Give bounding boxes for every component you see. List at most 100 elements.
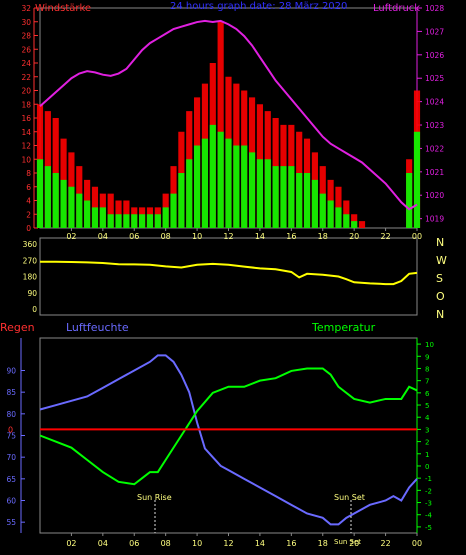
pressure-tick-label: 1019 xyxy=(425,215,444,224)
wind-tick-label: 6 xyxy=(26,183,31,192)
pressure-tick-label: 1028 xyxy=(425,4,444,13)
sunset-annotation: Sun Set xyxy=(334,493,365,502)
wind-x-tick-label: 14 xyxy=(255,232,265,241)
wind-bar-windstärke xyxy=(351,221,358,228)
wind-bar-windstärke xyxy=(343,214,350,228)
wind-x-tick-label: 10 xyxy=(192,232,202,241)
regen-label: Regen xyxy=(0,321,35,334)
wind-bar-windstärke xyxy=(233,145,240,228)
humidity-tick-label: 85 xyxy=(6,388,16,397)
humidity-tick-label: 55 xyxy=(6,518,16,527)
climate-x-tick-label: 14 xyxy=(255,539,265,548)
wind-tick-label: 32 xyxy=(21,4,31,13)
humidity-tick-label: 70 xyxy=(6,453,16,462)
temperature-label: Temperatur xyxy=(311,321,376,334)
direction-compass-label: S xyxy=(436,272,443,285)
wind-bar-windstärke xyxy=(413,131,421,228)
wind-tick-label: 30 xyxy=(21,18,31,27)
pressure-tick-label: 1025 xyxy=(425,74,444,83)
wind-bar-windstärke xyxy=(146,214,154,228)
pressure-tick-label: 1026 xyxy=(425,51,444,60)
wind-bar-windstärke xyxy=(406,173,413,228)
wind-x-tick-label: 06 xyxy=(129,232,139,241)
wind-bar-windstärke xyxy=(91,207,99,228)
temperature-tick-label: 0 xyxy=(425,463,429,471)
wind-tick-label: 0 xyxy=(26,224,31,233)
wind-bar-windstärke xyxy=(248,152,256,228)
wind-bar-windstärke xyxy=(123,214,130,228)
climate-x-tick-label: 06 xyxy=(129,539,139,548)
wind-tick-label: 28 xyxy=(21,32,31,41)
direction-tick-label: 270 xyxy=(23,256,38,265)
marks-layer xyxy=(36,19,421,526)
direction-tick-label: 90 xyxy=(27,289,37,298)
pressure-tick-label: 1022 xyxy=(425,144,444,153)
wind-bar-windstärke xyxy=(201,138,209,228)
wind-tick-label: 8 xyxy=(26,169,31,178)
temperature-tick-label: 10 xyxy=(425,341,434,349)
wind-bar-windstärke xyxy=(319,193,326,228)
wind-bar-windstärke xyxy=(256,159,263,228)
pressure-tick-label: 1027 xyxy=(425,27,444,36)
wind-tick-label: 14 xyxy=(21,128,31,137)
humidity-tick-label: 80 xyxy=(6,410,16,419)
wind-bar-windstärke xyxy=(335,207,342,228)
wind-tick-label: 18 xyxy=(21,100,31,109)
wind-x-tick-label: 16 xyxy=(286,232,296,241)
wind-tick-label: 2 xyxy=(26,210,31,219)
temperature-tick-label: -3 xyxy=(425,500,432,508)
wind-bar-windstärke xyxy=(154,214,161,228)
wind-tick-label: 10 xyxy=(21,155,31,164)
wind-bar-windstärke xyxy=(280,166,287,228)
wind-bar-windstärke xyxy=(107,214,114,228)
temperatur-line xyxy=(39,367,418,486)
direction-line xyxy=(40,260,418,286)
direction-compass-label: N xyxy=(436,236,444,249)
wind-bar-windstärke xyxy=(241,145,248,228)
temperature-tick-label: 1 xyxy=(425,451,429,459)
wind-bar-windstärke xyxy=(209,124,216,228)
climate-x-tick-label: 10 xyxy=(192,539,202,548)
ticks-layer: 0246810121416182022242628303210191020102… xyxy=(6,4,447,548)
climate-x-tick-label: 00 xyxy=(412,539,422,548)
pressure-tick-label: 1023 xyxy=(425,121,444,130)
temperature-tick-label: -5 xyxy=(425,524,432,532)
direction-tick-label: 180 xyxy=(23,273,38,282)
temperature-tick-label: -2 xyxy=(425,487,432,495)
wind-bar-windstärke xyxy=(194,145,201,228)
pressure-tick-label: 1020 xyxy=(425,191,444,200)
wind-bar-windstärke xyxy=(162,207,169,228)
wind-bar-windstärke xyxy=(225,138,232,228)
wind-bar-windstärke xyxy=(36,159,44,228)
wind-x-tick-label: 00 xyxy=(412,232,422,241)
temperature-tick-label: 3 xyxy=(425,426,429,434)
wind-tick-label: 26 xyxy=(21,45,31,54)
wind-x-tick-label: 02 xyxy=(66,232,76,241)
direction-compass-label: W xyxy=(436,254,447,267)
wind-bar-windstärke xyxy=(186,159,193,228)
humidity-tick-label: 90 xyxy=(6,367,16,376)
wind-tick-label: 16 xyxy=(21,114,31,123)
climate-x-tick-label: 22 xyxy=(380,539,390,548)
temperature-tick-label: 9 xyxy=(425,353,429,361)
regen-tick-label: 0 xyxy=(8,425,13,434)
wind-bar-windstärke xyxy=(311,179,318,228)
temperature-tick-label: 7 xyxy=(425,378,429,386)
wind-x-tick-label: 12 xyxy=(223,232,233,241)
direction-panel-frame xyxy=(39,237,418,316)
luftfeuchte-line xyxy=(39,354,418,526)
temperature-tick-label: 8 xyxy=(425,365,429,373)
wind-bar-windstärke xyxy=(99,207,106,228)
wind-tick-label: 12 xyxy=(21,142,31,151)
humidity-tick-label: 75 xyxy=(6,432,16,441)
pressure-axis-title: Luftdruck xyxy=(373,3,420,14)
humidity-label: Luftfeuchte xyxy=(66,321,129,334)
wind-bar-windstärke xyxy=(170,193,177,228)
pressure-line xyxy=(39,19,418,211)
climate-x-tick-label: 08 xyxy=(161,539,171,548)
temperature-tick-label: 5 xyxy=(425,402,429,410)
wind-x-tick-label: 20 xyxy=(349,232,359,241)
wind-bar-windstärke xyxy=(264,159,271,228)
wind-bar-windstärke xyxy=(303,173,311,228)
